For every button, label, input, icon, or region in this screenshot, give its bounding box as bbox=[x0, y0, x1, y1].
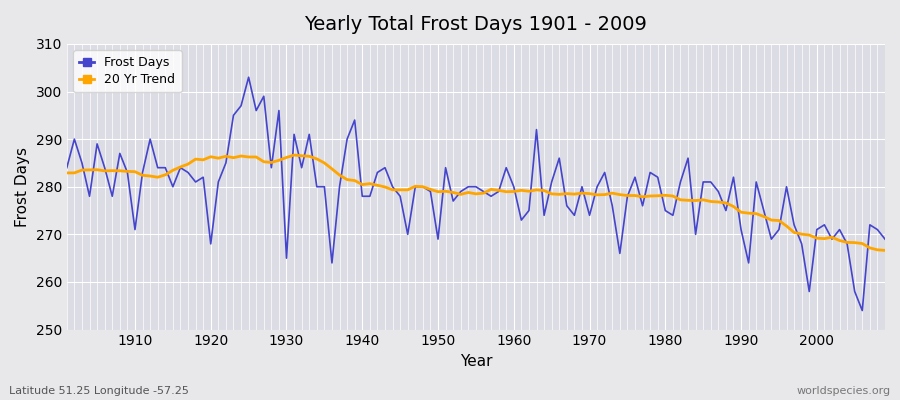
Text: worldspecies.org: worldspecies.org bbox=[796, 386, 891, 396]
Y-axis label: Frost Days: Frost Days bbox=[15, 147, 30, 227]
Legend: Frost Days, 20 Yr Trend: Frost Days, 20 Yr Trend bbox=[73, 50, 182, 92]
X-axis label: Year: Year bbox=[460, 354, 492, 369]
Title: Yearly Total Frost Days 1901 - 2009: Yearly Total Frost Days 1901 - 2009 bbox=[304, 15, 647, 34]
Text: Latitude 51.25 Longitude -57.25: Latitude 51.25 Longitude -57.25 bbox=[9, 386, 189, 396]
